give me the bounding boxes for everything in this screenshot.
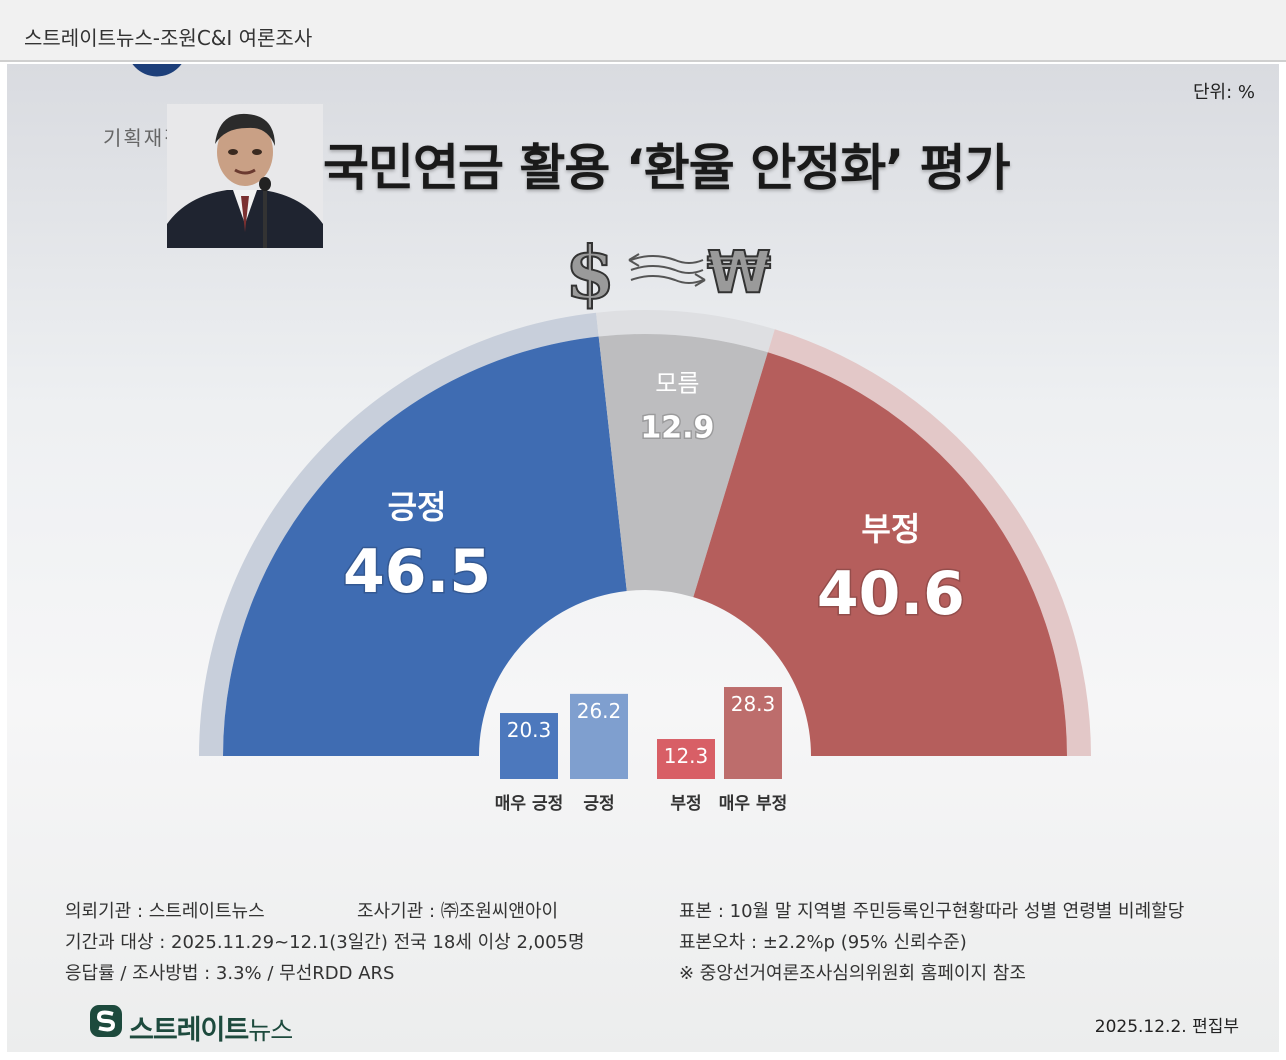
top-bar-title: 스트레이트뉴스-조원C&I 여론조사 xyxy=(24,26,313,50)
arrow-wave-icon xyxy=(630,265,704,274)
bar-label-매우 부정: 매우 부정 xyxy=(719,794,787,814)
slice-label-긍정: 긍정 xyxy=(388,488,447,526)
footer-sponsor: 의뢰기관 : 스트레이트뉴스 xyxy=(65,901,265,922)
bar-label-부정: 부정 xyxy=(670,794,701,814)
main-title: 국민연금 활용 ‘환율 안정화’ 평가 xyxy=(323,139,1011,197)
official-portrait-photo xyxy=(167,104,323,248)
brand-logo-icon xyxy=(90,1005,122,1037)
bar-부정 xyxy=(657,739,715,779)
brand-name-sub: 뉴스 xyxy=(248,1016,293,1045)
footer-right: 표본 : 10월 말 지역별 주민등록인구현황따라 성별 연령별 비례할당 표본… xyxy=(679,896,1184,989)
won-sign-icon: ₩ xyxy=(707,238,771,306)
footer-agency: 조사기관 : ㈜조원씨앤아이 xyxy=(357,901,559,922)
footer-sample: 표본 : 10월 말 지역별 주민등록인구현황따라 성별 연령별 비례할당 xyxy=(679,901,1185,922)
government-logo-icon xyxy=(132,64,182,77)
dollar-sign-icon: $ xyxy=(565,230,615,310)
slice-label-모름: 모름 xyxy=(655,370,699,398)
date-line: 2025.12.2. 편집부 xyxy=(1094,1017,1239,1037)
semi-donut-halo-2 xyxy=(767,329,1091,756)
arrow-wave-icon xyxy=(630,275,704,284)
footer-method: 응답률 / 조사방법 : 3.3% / 무선RDD ARS xyxy=(65,963,395,984)
survey-chart: 긍정 46.5 모름 12.9 부정 40.6 20.3 매우 긍정 26.2 긍정 12.3 부정 2… xyxy=(199,310,1091,814)
currency-exchange-icon: $ ₩ xyxy=(564,230,772,310)
footer-error: 표본오차 : ±2.2%p (95% 신뢰수준) xyxy=(679,932,967,953)
slice-value-모름: 12.9 xyxy=(640,411,714,446)
footer-left: 의뢰기관 : 스트레이트뉴스 기간과 대상 : 2025.11.29~12.1(… xyxy=(65,896,585,989)
bar-label-긍정: 긍정 xyxy=(583,794,614,814)
bar-label-매우 긍정: 매우 긍정 xyxy=(495,794,563,814)
unit-label: 단위: % xyxy=(1192,82,1255,103)
semi-donut-halo-1 xyxy=(596,310,775,353)
semi-donut-slice-부정 xyxy=(693,352,1067,756)
brand-name: 스트레이트뉴스 xyxy=(129,1008,293,1047)
semi-donut-halo-0 xyxy=(199,312,599,756)
bar-매우 긍정 xyxy=(500,713,558,779)
bar-value-매우 부정: 28.3 xyxy=(731,692,776,716)
arrow-right-icon xyxy=(694,273,706,287)
bar-value-매우 긍정: 20.3 xyxy=(507,718,552,742)
brand-name-main: 스트레이트 xyxy=(129,1015,249,1046)
footer-note: ※ 중앙선거여론조사심의위원회 홈페이지 참조 xyxy=(679,963,1026,984)
slice-value-부정: 40.6 xyxy=(817,559,965,629)
arrow-wave-icon xyxy=(630,255,704,264)
slice-value-긍정: 46.5 xyxy=(343,537,491,607)
arrow-left-icon xyxy=(628,253,640,267)
infographic-panel: 단위: % 기획재정부 국민연금 활용 ‘환율 안정화’ 평가 $ xyxy=(7,64,1279,1052)
bar-매우 부정 xyxy=(724,687,782,779)
footer-period: 기간과 대상 : 2025.11.29~12.1(3일간) 전국 18세 이상 … xyxy=(65,932,585,953)
bar-긍정 xyxy=(570,693,628,779)
bar-value-긍정: 26.2 xyxy=(577,699,622,723)
slice-label-부정: 부정 xyxy=(861,510,920,548)
semi-donut-slice-모름 xyxy=(598,334,768,598)
semi-donut-slice-긍정 xyxy=(223,336,627,756)
bar-value-부정: 12.3 xyxy=(664,744,709,768)
top-bar: 스트레이트뉴스-조원C&I 여론조사 xyxy=(0,0,1286,62)
